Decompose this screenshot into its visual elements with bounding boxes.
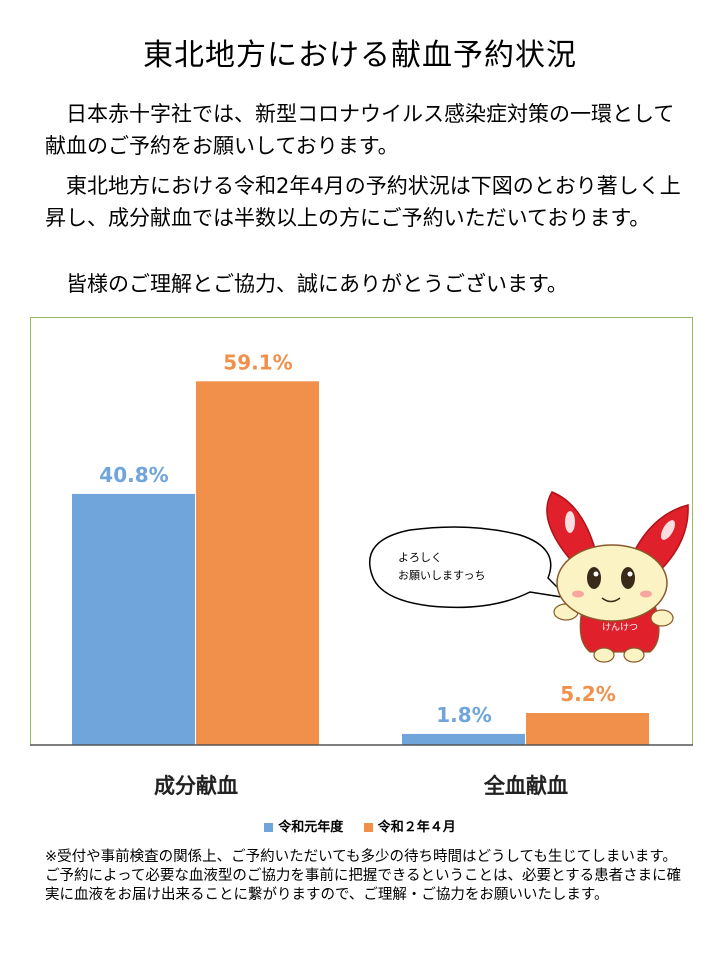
- legend-item-series-1: 令和元年度: [264, 816, 343, 835]
- shirt-text: けんけつ: [602, 622, 638, 633]
- chart-frame: [30, 317, 693, 745]
- bar-2-1: [196, 381, 319, 745]
- thanks-paragraph: 皆様のご理解とご協力、誠にありがとうございます。: [45, 268, 685, 300]
- bar-1-2: [402, 733, 525, 745]
- speech-line-2: お願いしますっち: [398, 569, 486, 582]
- category-label-2: 全血献血: [483, 774, 568, 798]
- legend-item-series-2: 令和２年４月: [363, 816, 456, 835]
- bar-2-2: [526, 713, 649, 745]
- legend-label-series-1: 令和元年度: [278, 820, 344, 835]
- data-label-1-1: 40.8%: [99, 463, 168, 487]
- speech-line-1: よろしく: [398, 551, 442, 564]
- legend-swatch-series-2: [363, 823, 373, 832]
- bar-chart: 40.8% 59.1% 成分献血 1.8% 5.2% 全血献血 よろしく お願いしますっち…: [30, 350, 693, 798]
- status-paragraph: 東北地方における令和2年4月の予約状況は下図のとおり著しく上昇し、成分献血では半…: [45, 170, 685, 234]
- category-label-1: 成分献血: [154, 774, 238, 798]
- data-label-2-1: 59.1%: [223, 350, 292, 374]
- bar-1-1: [72, 493, 195, 745]
- data-label-2-2: 5.2%: [560, 682, 615, 706]
- status-text: 東北地方における令和2年4月の予約状況は下図のとおり著しく上昇し、成分献血では半…: [45, 174, 681, 230]
- mascot-illustration: よろしく お願いしますっち けんけつ: [368, 491, 689, 663]
- page-title: 東北地方における献血予約状況: [143, 38, 577, 73]
- mascot-head: [556, 544, 668, 622]
- intro-paragraph: 日本赤十字社では、新型コロナウイルス感染症対策の一環として献血のご予約をお願いし…: [45, 98, 685, 162]
- legend-swatch-series-1: [264, 823, 274, 832]
- data-label-1-2: 1.8%: [436, 703, 491, 727]
- legend-label-series-2: 令和２年４月: [377, 820, 456, 835]
- footnote: ※受付や事前検査の関係上、ご予約いただいても多少の待ち時間はどうしても生じてしま…: [45, 849, 682, 903]
- thanks-text: 皆様のご理解とご協力、誠にありがとうございます。: [66, 272, 568, 296]
- speech-bubble: [368, 526, 571, 609]
- chart-legend: 令和元年度 令和２年４月: [0, 816, 720, 835]
- intro-text: 日本赤十字社では、新型コロナウイルス感染症対策の一環として献血のご予約をお願いし…: [45, 102, 675, 158]
